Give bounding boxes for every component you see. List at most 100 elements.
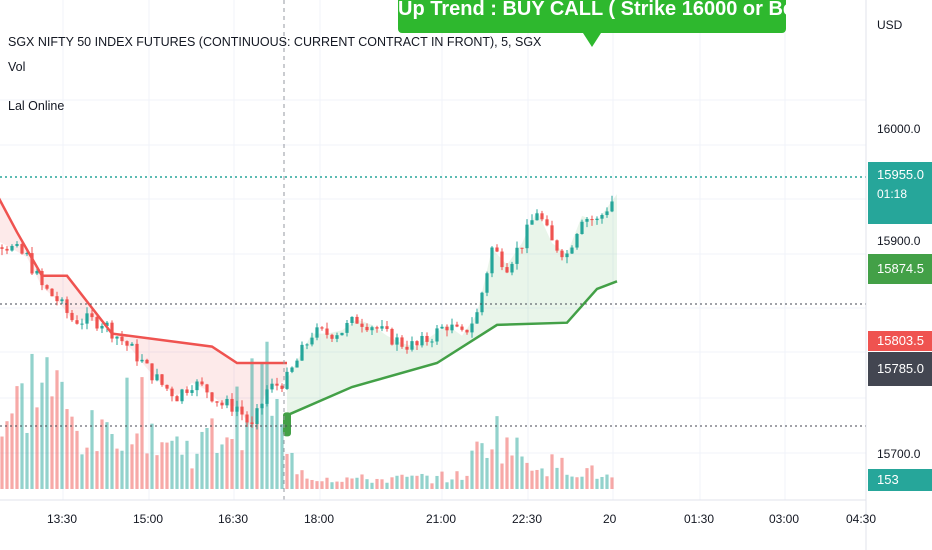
candle-body [210,392,214,402]
candle-body [505,267,509,273]
volume-bar [15,386,19,489]
volume-bar [490,449,494,489]
candle-body [330,334,334,339]
volume-bar [300,470,304,489]
volume-bar [315,481,319,489]
last-price-value: 15955.0 [877,167,924,182]
candle-body [500,251,504,268]
price-tick-label: 15700.0 [877,447,921,461]
volume-bar [130,444,134,489]
candle-body [575,234,579,248]
volume-bar [420,473,424,489]
candle-body [50,288,54,297]
volume-bar [410,475,414,489]
last-price-marker: 15955.0 01:18 [868,162,932,224]
time-tick-label: 18:00 [304,512,335,526]
candle-body [310,337,314,345]
crosshair-price-marker: 15785.0 [868,352,932,386]
candle-body [70,312,74,321]
candle-body [285,371,289,389]
volume-bar [495,416,499,489]
volume-bar [125,377,129,489]
candle-body [420,335,424,346]
candle-body [295,360,299,368]
volume-bar [115,448,119,489]
candle-body [65,299,69,313]
volume-bar [90,410,94,489]
volume-bar [435,475,439,489]
symbol-title: SGX NIFTY 50 INDEX FUTURES (CONTINUOUS: … [8,35,542,49]
volume-bar [65,409,69,489]
candle-body [185,389,189,393]
volume-bar [225,437,229,489]
volume-bar [200,431,204,489]
candle-body [140,359,144,362]
volume-bar [25,432,29,489]
volume-bar [455,471,459,489]
volume-bar [485,457,489,489]
volume-bars [0,341,614,489]
volume-bar [465,475,469,489]
candle-body [110,322,114,339]
candle-body [145,359,149,364]
volume-bar [170,440,174,489]
volume-bar [600,476,604,489]
currency-label: USD [877,18,903,32]
volume-bar [175,436,179,489]
volume-bar [400,474,404,489]
volume-bar [405,476,409,489]
volume-bar [560,457,564,489]
volume-bar [275,398,279,489]
volume-bar [270,415,274,489]
volume-bar [510,455,514,489]
resistance-price-marker: 15803.5 [868,331,932,351]
candle-body [215,401,219,403]
volume-bar [335,481,339,489]
candle-body [345,322,349,333]
candle-body [380,326,384,329]
candle-body [545,219,549,226]
candle-body [255,408,259,425]
trend-fills [0,194,617,429]
volume-bar [425,475,429,489]
candle-body [35,271,39,274]
resistance-fill [0,200,287,429]
volume-bar [20,383,24,489]
candle-body [15,244,19,246]
volume-bar [210,418,214,489]
candle-body [485,273,489,293]
candle-body [335,335,339,339]
candle-body [225,398,229,406]
volume-bar [235,386,239,489]
volume-bar [390,477,394,489]
candle-body [570,247,574,254]
support-price-marker: 15874.5 [868,254,932,284]
price-tick-label: 15900.0 [877,234,921,248]
candle-body [165,384,169,389]
volume-bar [550,454,554,489]
candle-body [170,388,174,397]
volume-bar [100,419,104,489]
candlesticks [0,195,614,430]
volume-bar [385,482,389,489]
volume-bar [580,476,584,489]
candle-body [155,374,159,381]
candle-body [260,403,264,409]
volume-bar [95,451,99,489]
candle-body [390,328,394,345]
strategy-indicator-label[interactable]: Lal Online [8,99,65,113]
candle-body [195,381,199,391]
candle-body [220,402,224,406]
volume-indicator-label[interactable]: Vol [8,60,26,74]
price-level-lines [0,176,866,427]
volume-bar [60,381,64,489]
volume-bar [140,377,144,489]
volume-bar [0,436,4,489]
time-tick-label: 21:00 [426,512,457,526]
candle-body [610,201,614,212]
volume-bar [535,469,539,489]
volume-bar [305,478,309,489]
volume-bar [380,479,384,489]
candle-body [245,414,249,423]
